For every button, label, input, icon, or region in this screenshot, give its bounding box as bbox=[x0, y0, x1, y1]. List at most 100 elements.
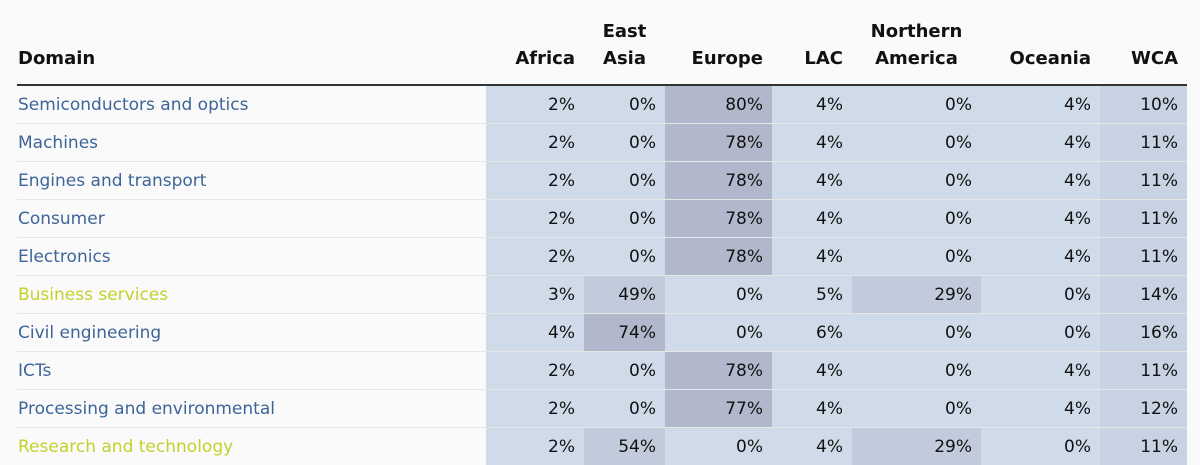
cell-lac: 4% bbox=[772, 428, 852, 465]
cell-east-asia: 74% bbox=[584, 314, 665, 352]
cell-northern-america: 0% bbox=[852, 352, 981, 390]
cell-europe: 77% bbox=[665, 390, 772, 428]
cell-northern-america: 0% bbox=[852, 314, 981, 352]
cell-africa: 2% bbox=[486, 390, 584, 428]
domain-link[interactable]: Consumer bbox=[17, 200, 486, 238]
cell-oceania: 4% bbox=[981, 352, 1100, 390]
cell-europe: 0% bbox=[665, 314, 772, 352]
cell-wca: 11% bbox=[1100, 200, 1187, 238]
cell-oceania: 4% bbox=[981, 124, 1100, 162]
header-wca: WCA bbox=[1100, 0, 1187, 85]
table-row: Business services3%49%0%5%29%0%14% bbox=[17, 276, 1187, 314]
cell-east-asia: 0% bbox=[584, 390, 665, 428]
header-northern-america-line: America bbox=[875, 48, 958, 69]
domain-link[interactable]: Processing and environmental bbox=[17, 390, 486, 428]
cell-africa: 4% bbox=[486, 314, 584, 352]
cell-wca: 14% bbox=[1100, 276, 1187, 314]
cell-east-asia: 0% bbox=[584, 200, 665, 238]
cell-europe: 0% bbox=[665, 276, 772, 314]
header-europe: Europe bbox=[665, 0, 772, 85]
cell-wca: 10% bbox=[1100, 85, 1187, 124]
header-lac: LAC bbox=[772, 0, 852, 85]
cell-wca: 11% bbox=[1100, 352, 1187, 390]
cell-northern-america: 0% bbox=[852, 238, 981, 276]
header-africa-line: Africa bbox=[515, 48, 575, 69]
cell-lac: 5% bbox=[772, 276, 852, 314]
header-oceania-line: Oceania bbox=[1010, 48, 1091, 69]
cell-northern-america: 0% bbox=[852, 124, 981, 162]
cell-northern-america: 0% bbox=[852, 390, 981, 428]
domain-link[interactable]: ICTs bbox=[17, 352, 486, 390]
cell-wca: 11% bbox=[1100, 238, 1187, 276]
cell-east-asia: 54% bbox=[584, 428, 665, 465]
cell-europe: 78% bbox=[665, 162, 772, 200]
cell-oceania: 0% bbox=[981, 314, 1100, 352]
cell-oceania: 0% bbox=[981, 428, 1100, 465]
table-row: Semiconductors and optics2%0%80%4%0%4%10… bbox=[17, 85, 1187, 124]
cell-lac: 4% bbox=[772, 200, 852, 238]
cell-northern-america: 0% bbox=[852, 85, 981, 124]
header-domain-line: Domain bbox=[18, 48, 95, 69]
region-share-table-container: Domain Africa East Asia Europe LAC Northern Ame… bbox=[17, 0, 1187, 465]
cell-lac: 4% bbox=[772, 390, 852, 428]
cell-east-asia: 0% bbox=[584, 85, 665, 124]
table-row: Engines and transport2%0%78%4%0%4%11% bbox=[17, 162, 1187, 200]
cell-africa: 2% bbox=[486, 162, 584, 200]
cell-europe: 80% bbox=[665, 85, 772, 124]
cell-northern-america: 29% bbox=[852, 276, 981, 314]
cell-east-asia: 49% bbox=[584, 276, 665, 314]
table-row: Civil engineering4%74%0%6%0%0%16% bbox=[17, 314, 1187, 352]
cell-africa: 2% bbox=[486, 124, 584, 162]
cell-europe: 0% bbox=[665, 428, 772, 465]
cell-lac: 4% bbox=[772, 352, 852, 390]
header-east-asia-line: Asia bbox=[603, 48, 646, 69]
cell-europe: 78% bbox=[665, 352, 772, 390]
table-row: Consumer2%0%78%4%0%4%11% bbox=[17, 200, 1187, 238]
header-lac-line: LAC bbox=[804, 48, 843, 69]
cell-wca: 11% bbox=[1100, 428, 1187, 465]
cell-europe: 78% bbox=[665, 238, 772, 276]
cell-europe: 78% bbox=[665, 124, 772, 162]
table-row: Machines2%0%78%4%0%4%11% bbox=[17, 124, 1187, 162]
cell-oceania: 4% bbox=[981, 162, 1100, 200]
domain-link[interactable]: Semiconductors and optics bbox=[17, 85, 486, 124]
cell-northern-america: 0% bbox=[852, 162, 981, 200]
cell-africa: 2% bbox=[486, 85, 584, 124]
header-europe-line: Europe bbox=[692, 48, 763, 69]
header-east-asia: East Asia bbox=[584, 0, 665, 85]
cell-lac: 6% bbox=[772, 314, 852, 352]
domain-link[interactable]: Engines and transport bbox=[17, 162, 486, 200]
cell-northern-america: 29% bbox=[852, 428, 981, 465]
table-header-row: Domain Africa East Asia Europe LAC Northern Ame… bbox=[17, 0, 1187, 85]
cell-europe: 78% bbox=[665, 200, 772, 238]
cell-oceania: 0% bbox=[981, 276, 1100, 314]
cell-wca: 11% bbox=[1100, 124, 1187, 162]
cell-africa: 2% bbox=[486, 200, 584, 238]
header-northern-america-line: Northern bbox=[871, 21, 963, 42]
cell-oceania: 4% bbox=[981, 200, 1100, 238]
domain-link[interactable]: Machines bbox=[17, 124, 486, 162]
table-body: Semiconductors and optics2%0%80%4%0%4%10… bbox=[17, 85, 1187, 465]
domain-link[interactable]: Business services bbox=[17, 276, 486, 314]
table-row: Processing and environmental2%0%77%4%0%4… bbox=[17, 390, 1187, 428]
cell-lac: 4% bbox=[772, 162, 852, 200]
header-northern-america: Northern America bbox=[852, 0, 981, 85]
domain-link[interactable]: Research and technology bbox=[17, 428, 486, 465]
cell-northern-america: 0% bbox=[852, 200, 981, 238]
header-east-asia-line: East bbox=[603, 21, 647, 42]
table-row: ICTs2%0%78%4%0%4%11% bbox=[17, 352, 1187, 390]
cell-africa: 3% bbox=[486, 276, 584, 314]
header-africa: Africa bbox=[486, 0, 584, 85]
cell-lac: 4% bbox=[772, 124, 852, 162]
cell-wca: 11% bbox=[1100, 162, 1187, 200]
cell-east-asia: 0% bbox=[584, 352, 665, 390]
domain-link[interactable]: Electronics bbox=[17, 238, 486, 276]
cell-east-asia: 0% bbox=[584, 124, 665, 162]
cell-east-asia: 0% bbox=[584, 238, 665, 276]
region-share-table: Domain Africa East Asia Europe LAC Northern Ame… bbox=[17, 0, 1187, 465]
cell-lac: 4% bbox=[772, 238, 852, 276]
domain-link[interactable]: Civil engineering bbox=[17, 314, 486, 352]
table-row: Electronics2%0%78%4%0%4%11% bbox=[17, 238, 1187, 276]
cell-wca: 12% bbox=[1100, 390, 1187, 428]
cell-east-asia: 0% bbox=[584, 162, 665, 200]
